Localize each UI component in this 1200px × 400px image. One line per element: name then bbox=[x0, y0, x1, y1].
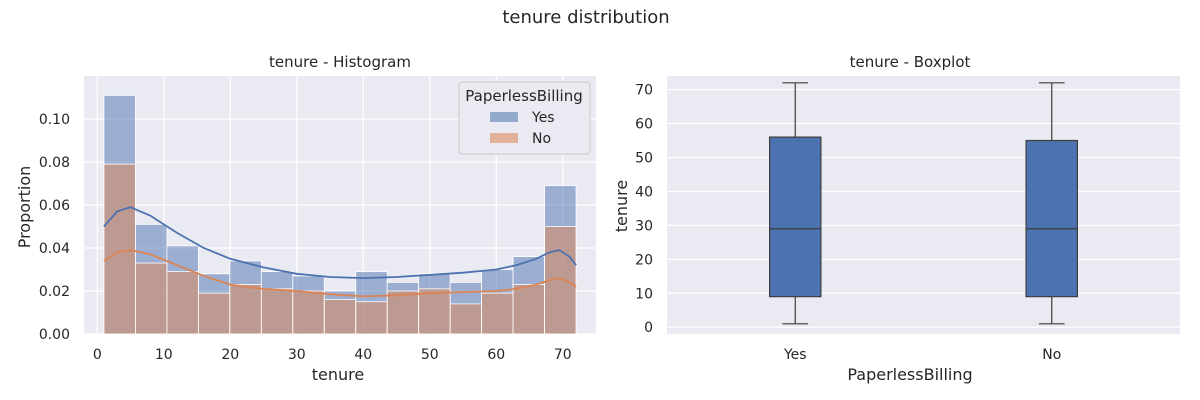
histogram-bar-no bbox=[260, 288, 294, 335]
histogram-kde-lines bbox=[103, 206, 577, 298]
histogram-xtick-label: 40 bbox=[354, 347, 372, 363]
histogram-ytick-label: 0.06 bbox=[39, 198, 70, 214]
figure-title: tenure distribution bbox=[502, 7, 669, 28]
histogram-ytick-label: 0.08 bbox=[39, 155, 70, 171]
boxplot-xtick-label: Yes bbox=[783, 347, 807, 363]
histogram-bar-no bbox=[134, 262, 168, 335]
histogram-bars bbox=[103, 94, 577, 335]
histogram-bar-no bbox=[512, 284, 546, 335]
histogram-bar-no bbox=[229, 284, 262, 335]
legend-no-swatch bbox=[490, 133, 518, 143]
histogram-ytick-label: 0.00 bbox=[39, 327, 70, 343]
histogram-bar-no bbox=[166, 271, 199, 335]
kde-line-no bbox=[103, 249, 577, 298]
boxplot-ytick-label: 40 bbox=[635, 184, 653, 200]
histogram-xtick-label: 50 bbox=[421, 347, 439, 363]
boxplot-ytick-label: 20 bbox=[635, 252, 653, 268]
histogram-xtick-label: 10 bbox=[155, 347, 173, 363]
boxplot-xlabel: PaperlessBilling bbox=[847, 365, 972, 384]
histogram-xtick-label: 60 bbox=[487, 347, 505, 363]
boxplot-ytick-label: 10 bbox=[635, 286, 653, 302]
histogram-bar-no bbox=[103, 163, 136, 335]
histogram-bar-no bbox=[292, 290, 325, 335]
histogram-ylabel: Proportion bbox=[15, 166, 34, 249]
histogram-xtick-label: 70 bbox=[554, 347, 572, 363]
histogram-ticks: 0 10 20 30 40 50 60 70 0.00 0.02 0.04 0.06 0.08 0.10 bbox=[39, 112, 572, 363]
boxplot-ticks: Yes No 0 10 20 30 40 50 60 70 bbox=[635, 83, 1061, 363]
boxplot-ytick-label: 50 bbox=[635, 150, 653, 166]
boxplot-panel: tenure - Boxplot Yes No 0 10 20 30 40 50 60 70 Pa… bbox=[612, 53, 1180, 384]
histogram-ytick-label: 0.10 bbox=[39, 112, 70, 128]
histogram-bar-no bbox=[449, 303, 483, 335]
histogram-bar-no bbox=[418, 288, 451, 335]
boxplot-boxes bbox=[768, 82, 1078, 325]
histogram-xtick-label: 30 bbox=[288, 347, 306, 363]
histogram-bar-no bbox=[481, 292, 514, 335]
histogram-bar-no bbox=[323, 299, 357, 335]
boxplot-xtick-label: No bbox=[1042, 347, 1061, 363]
histogram-legend: PaperlessBilling Yes No bbox=[458, 81, 591, 155]
box-no bbox=[1025, 139, 1078, 298]
boxplot-grid bbox=[667, 88, 1180, 328]
histogram-xtick-label: 20 bbox=[221, 347, 239, 363]
histogram-ytick-label: 0.02 bbox=[39, 284, 70, 300]
histogram-xtick-label: 0 bbox=[93, 347, 102, 363]
legend-yes-swatch bbox=[490, 112, 518, 122]
box-yes bbox=[768, 136, 822, 298]
legend-yes-label: Yes bbox=[531, 110, 555, 126]
histogram-panel: tenure - Histogram 0 10 20 30 40 50 60 70 0.00 0.… bbox=[15, 53, 596, 384]
boxplot-ytick-label: 70 bbox=[635, 83, 653, 99]
histogram-ytick-label: 0.04 bbox=[39, 241, 70, 257]
boxplot-ylabel: tenure bbox=[612, 180, 631, 232]
boxplot-ytick-label: 0 bbox=[644, 320, 653, 336]
boxplot-plot-area bbox=[667, 76, 1180, 334]
histogram-bar-no bbox=[355, 301, 388, 335]
legend-no-label: No bbox=[532, 131, 551, 147]
histogram-xlabel: tenure bbox=[312, 365, 364, 384]
boxplot-ytick-label: 30 bbox=[635, 218, 653, 234]
histogram-bar-no bbox=[386, 290, 420, 335]
boxplot-title: tenure - Boxplot bbox=[850, 53, 971, 71]
legend-title: PaperlessBilling bbox=[465, 87, 583, 105]
boxplot-ytick-label: 60 bbox=[635, 117, 653, 133]
histogram-title: tenure - Histogram bbox=[269, 53, 411, 71]
histogram-bar-no bbox=[197, 292, 231, 335]
kde-line-yes bbox=[103, 206, 577, 280]
